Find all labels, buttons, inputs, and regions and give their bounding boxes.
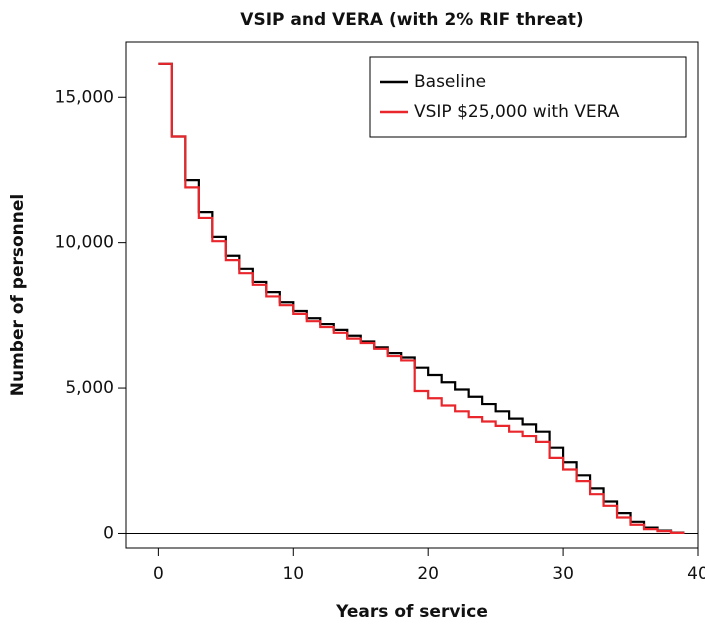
x-tick-label: 0	[153, 564, 164, 584]
x-tick-label: 20	[417, 564, 439, 584]
y-tick-label: 10,000	[55, 233, 114, 253]
series-line	[158, 62, 685, 534]
y-tick-label: 0	[103, 523, 114, 543]
x-axis-label: Years of service	[335, 602, 488, 622]
x-tick-label: 30	[552, 564, 574, 584]
x-tick-label: 40	[687, 564, 705, 584]
legend-label: Baseline	[414, 72, 486, 92]
x-tick-label: 10	[282, 564, 304, 584]
chart-title: VSIP and VERA (with 2% RIF threat)	[240, 10, 583, 30]
series-line	[158, 62, 685, 534]
legend-label: VSIP $25,000 with VERA	[414, 102, 620, 122]
y-tick-label: 5,000	[65, 378, 114, 398]
y-tick-label: 15,000	[55, 87, 114, 107]
legend-box	[369, 56, 687, 138]
plot-frame	[125, 41, 699, 549]
y-axis-label: Number of personnel	[8, 194, 28, 396]
